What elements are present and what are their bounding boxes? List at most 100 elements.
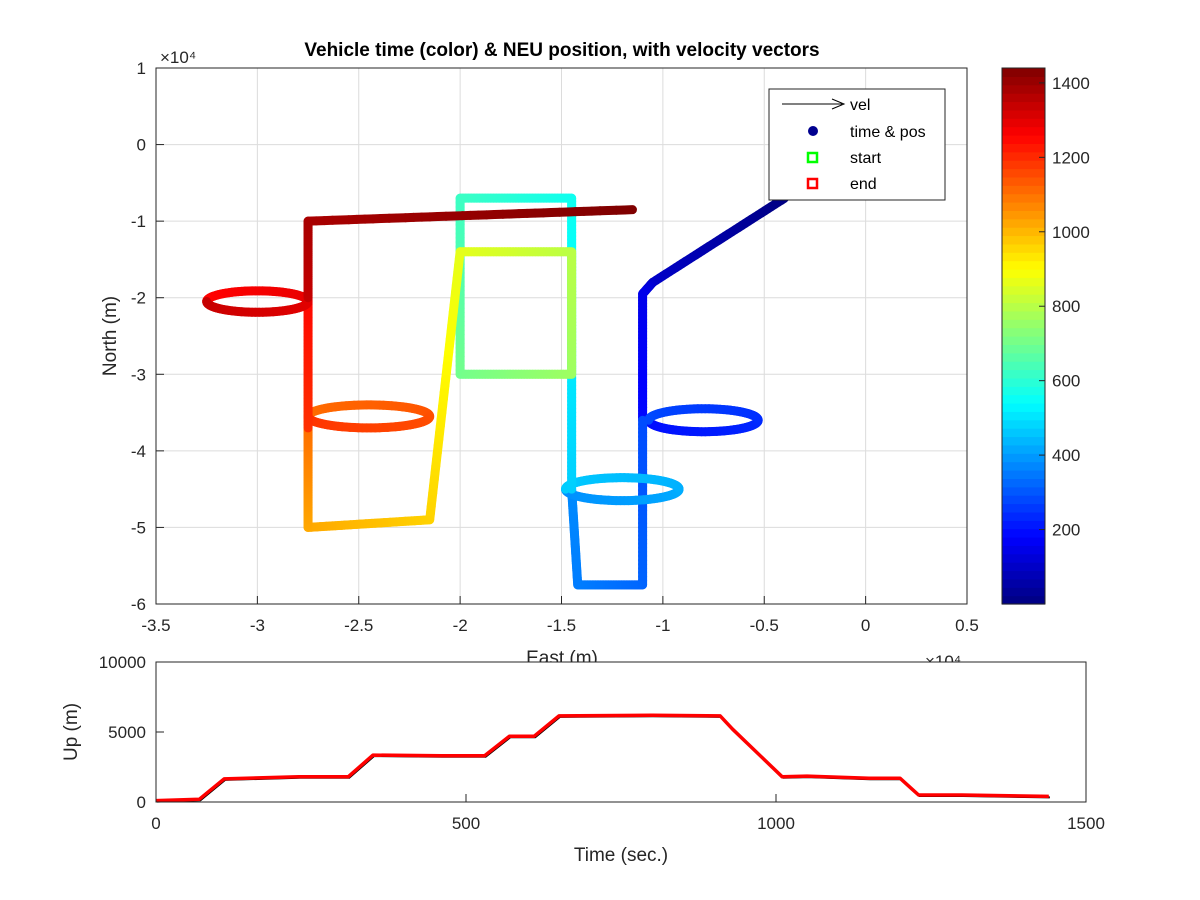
colorbar-stripe	[1002, 377, 1045, 387]
colorbar-stripe	[1002, 553, 1045, 563]
chart-title: Vehicle time (color) & NEU position, wit…	[304, 40, 819, 61]
colorbar-stripe	[1002, 503, 1045, 513]
colorbar-stripe	[1002, 394, 1045, 404]
legend-vel-arrowhead	[831, 98, 846, 110]
time-tick-label: 0	[151, 814, 160, 833]
x-tick-label: -0.5	[750, 616, 779, 635]
x-tick-label: -2	[453, 616, 468, 635]
y-tick-label: 1	[137, 59, 146, 78]
x-tick-label: -2.5	[344, 616, 373, 635]
time-tick-label: 500	[452, 814, 480, 833]
colorbar-tick-label: 800	[1052, 297, 1080, 316]
colorbar-stripe	[1002, 528, 1045, 538]
legend-start-label: start	[850, 150, 882, 167]
colorbar-stripe	[1002, 386, 1045, 396]
time-tick-label: 1000	[757, 814, 795, 833]
colorbar-stripe	[1002, 495, 1045, 505]
legend-time-pos-marker	[808, 126, 818, 136]
colorbar-stripe	[1002, 453, 1045, 463]
colorbar-stripe	[1002, 537, 1045, 546]
colorbar-stripe	[1002, 93, 1045, 103]
trajectory	[202, 193, 790, 590]
colorbar-stripe	[1002, 101, 1045, 111]
colorbar-stripe	[1002, 118, 1045, 128]
y-tick-label: -2	[131, 289, 146, 308]
colorbar-stripe	[1002, 361, 1045, 371]
colorbar-stripe	[1002, 302, 1045, 312]
colorbar-box	[1001, 67, 1046, 605]
colorbar-stripe	[1002, 436, 1045, 446]
colorbar-stripe	[1002, 369, 1045, 379]
legend-end-label: end	[850, 176, 877, 193]
y-tick-label: 0	[137, 136, 146, 155]
colorbar-tick-label: 200	[1052, 521, 1080, 540]
legend-start-marker	[806, 151, 819, 164]
colorbar-stripe	[1002, 176, 1045, 186]
y-tick-label: -4	[131, 442, 146, 461]
colorbar-tick-label: 1200	[1052, 148, 1090, 167]
x-tick-label: 0	[861, 616, 870, 635]
y-tick-label: -6	[131, 595, 146, 614]
colorbar-stripe	[1002, 260, 1045, 270]
colorbar-stripe	[1002, 562, 1045, 572]
colorbar-stripe	[1002, 344, 1045, 354]
colorbar-stripe	[1002, 210, 1045, 220]
colorbar-stripe	[1002, 403, 1045, 412]
colorbar-stripe	[1002, 352, 1045, 362]
up-tick-label: 10000	[99, 653, 146, 672]
colorbar-stripe	[1002, 511, 1045, 521]
position-ticks: -3.5 -3 -2.5 -2 -1.5 -1 -0.5 0 0.5 1 0 -1 -2 -3 -4 -5 -6	[131, 59, 979, 635]
time-tick-label: 1500	[1067, 814, 1105, 833]
time-axis-label: Time (sec.)	[574, 845, 668, 866]
colorbar-stripe	[1002, 269, 1045, 278]
colorbar-stripe	[1002, 285, 1045, 295]
colorbar-stripe	[1002, 486, 1045, 496]
colorbar-stripe	[1002, 461, 1045, 471]
up-axis-label: Up (m)	[61, 703, 82, 761]
colorbar-stripe	[1002, 277, 1045, 287]
x-tick-label: -3.5	[141, 616, 170, 635]
legend-vel-label: vel	[850, 97, 870, 114]
colorbar-stripe	[1002, 419, 1045, 429]
colorbar-stripe	[1002, 235, 1045, 245]
colorbar-stripe	[1002, 478, 1045, 488]
colorbar-stripe	[1002, 243, 1045, 253]
colorbar-stripe	[1002, 218, 1045, 228]
colorbar-stripe	[1002, 319, 1045, 329]
colorbar-ticks: 200 400 600 800 1000 1200 1400	[1039, 74, 1090, 540]
y-axis-label: North (m)	[100, 296, 121, 376]
colorbar-stripe	[1002, 168, 1045, 178]
y-tick-label: -5	[131, 518, 146, 537]
colorbar-stripe	[1002, 151, 1045, 161]
x-tick-label: -3	[250, 616, 265, 635]
altitude-plot-area	[156, 662, 1086, 802]
colorbar-stripe	[1002, 143, 1045, 153]
colorbar-stripe	[1002, 310, 1045, 320]
up-tick-label: 5000	[108, 723, 146, 742]
colorbar-stripe	[1002, 84, 1045, 94]
colorbar-stripe	[1002, 109, 1045, 119]
legend: vel time & pos start end	[768, 88, 946, 201]
colorbar-stripe	[1002, 135, 1045, 144]
colorbar-stripe	[1002, 252, 1045, 262]
colorbar-tick-label: 1000	[1052, 223, 1090, 242]
colorbar-stripe	[1002, 202, 1045, 211]
colorbar-stripe	[1002, 428, 1045, 438]
colorbar-stripe	[1002, 411, 1045, 421]
colorbar-stripe	[1002, 227, 1045, 237]
legend-time-pos-label: time & pos	[850, 124, 926, 141]
y-tick-label: -1	[131, 212, 146, 231]
colorbar-stripe	[1002, 160, 1045, 170]
colorbar-stripe	[1002, 444, 1045, 454]
colorbar-stripe	[1002, 578, 1045, 588]
colorbar-stripe	[1002, 76, 1045, 86]
x-tick-label: 0.5	[955, 616, 979, 635]
up-tick-label: 0	[137, 793, 146, 812]
position-axes: -3.5 -3 -2.5 -2 -1.5 -1 -0.5 0 0.5 1 0 -1 -2 -3 -4 -5 -6…	[100, 40, 1090, 671]
altitude-axes: 0 500 1000 1500 0 5000 10000 Time (sec.) Up (m…	[61, 653, 1105, 866]
x-tick-label: -1.5	[547, 616, 576, 635]
colorbar-stripe	[1002, 185, 1045, 195]
y-exponent-label: ×10⁴	[160, 48, 196, 67]
y-tick-label: -3	[131, 365, 146, 384]
